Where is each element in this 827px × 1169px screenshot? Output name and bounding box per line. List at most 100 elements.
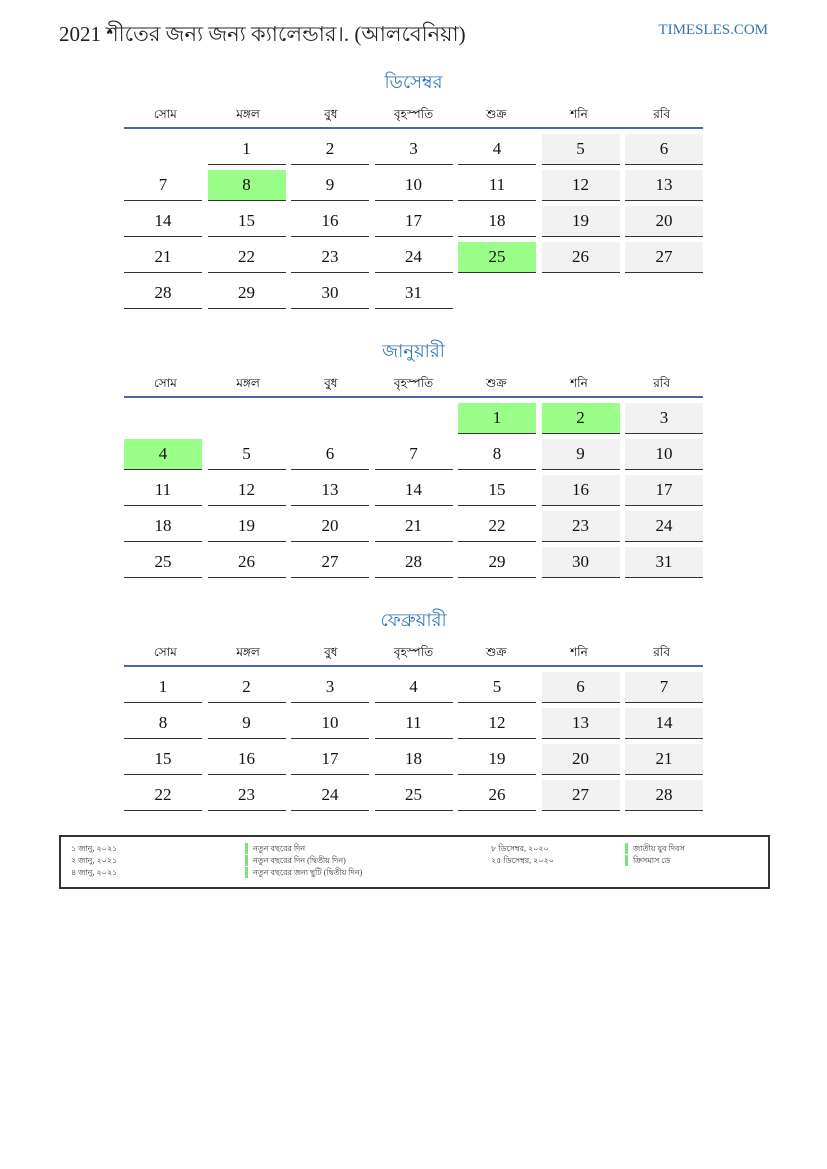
day-cell[interactable]: 26 xyxy=(207,547,286,578)
day-cell[interactable]: 3 xyxy=(374,134,453,165)
legend-marker xyxy=(625,855,628,866)
legend-marker xyxy=(245,855,248,866)
day-cell[interactable]: 24 xyxy=(374,242,453,273)
day-cell[interactable]: 13 xyxy=(625,170,703,201)
day-cell[interactable]: 30 xyxy=(541,547,620,578)
day-cell[interactable]: 12 xyxy=(541,170,620,201)
holiday-day-cell[interactable]: 1 xyxy=(458,403,536,434)
day-cell[interactable]: 25 xyxy=(374,780,453,811)
day-cell[interactable]: 20 xyxy=(541,744,620,775)
day-cell[interactable]: 9 xyxy=(541,439,620,470)
weekday-label: শনি xyxy=(570,645,588,659)
day-cell[interactable]: 25 xyxy=(124,547,202,578)
day-cell[interactable]: 8 xyxy=(458,439,536,470)
day-cell[interactable]: 7 xyxy=(625,672,703,703)
day-cell[interactable]: 28 xyxy=(625,780,703,811)
day-cell[interactable]: 28 xyxy=(374,547,453,578)
day-cell[interactable]: 17 xyxy=(291,744,369,775)
day-cell[interactable]: 22 xyxy=(124,780,202,811)
day-cell[interactable]: 2 xyxy=(207,672,286,703)
day-cell[interactable]: 15 xyxy=(458,475,536,506)
day-cell[interactable]: 17 xyxy=(374,206,453,237)
day-cell[interactable]: 10 xyxy=(625,439,703,470)
day-cell[interactable]: 31 xyxy=(374,278,453,309)
day-cell[interactable]: 10 xyxy=(374,170,453,201)
day-cell[interactable]: 16 xyxy=(291,206,369,237)
day-cell[interactable]: 12 xyxy=(207,475,286,506)
day-cell[interactable]: 3 xyxy=(625,403,703,434)
day-cell[interactable]: 9 xyxy=(207,708,286,739)
day-cell[interactable]: 30 xyxy=(291,278,369,309)
day-cell[interactable]: 1 xyxy=(124,672,202,703)
day-cell[interactable]: 14 xyxy=(374,475,453,506)
day-cell[interactable]: 21 xyxy=(124,242,202,273)
day-cell[interactable]: 29 xyxy=(207,278,286,309)
day-cell[interactable]: 14 xyxy=(124,206,202,237)
day-cell[interactable]: 17 xyxy=(625,475,703,506)
day-cell[interactable]: 15 xyxy=(207,206,286,237)
day-cell[interactable]: 19 xyxy=(541,206,620,237)
day-cell[interactable]: 28 xyxy=(124,278,202,309)
holiday-day-cell[interactable]: 4 xyxy=(124,439,202,470)
day-cell[interactable]: 11 xyxy=(458,170,536,201)
day-cell[interactable]: 20 xyxy=(291,511,369,542)
day-cell[interactable]: 23 xyxy=(541,511,620,542)
day-cell[interactable]: 26 xyxy=(458,780,536,811)
day-cell[interactable]: 24 xyxy=(625,511,703,542)
day-cell[interactable]: 10 xyxy=(291,708,369,739)
day-cell[interactable]: 9 xyxy=(291,170,369,201)
day-cell[interactable]: 6 xyxy=(291,439,369,470)
day-cell[interactable]: 18 xyxy=(458,206,536,237)
day-cell[interactable]: 6 xyxy=(625,134,703,165)
day-cell[interactable]: 19 xyxy=(207,511,286,542)
day-cell[interactable]: 21 xyxy=(625,744,703,775)
day-cell[interactable]: 27 xyxy=(541,780,620,811)
day-cell[interactable]: 1 xyxy=(207,134,286,165)
day-cell[interactable]: 26 xyxy=(541,242,620,273)
day-cell[interactable]: 29 xyxy=(458,547,536,578)
day-cell[interactable]: 15 xyxy=(124,744,202,775)
day-cell[interactable]: 4 xyxy=(458,134,536,165)
day-cell[interactable]: 23 xyxy=(291,242,369,273)
day-cell[interactable]: 3 xyxy=(291,672,369,703)
site-link[interactable]: TIMESLES.COM xyxy=(658,22,768,38)
empty-cell xyxy=(208,403,286,433)
day-cell[interactable]: 8 xyxy=(124,708,202,739)
day-cell[interactable]: 22 xyxy=(458,511,536,542)
day-cell[interactable]: 24 xyxy=(291,780,369,811)
holiday-day-cell[interactable]: 8 xyxy=(207,170,286,201)
holiday-day-cell[interactable]: 25 xyxy=(458,242,536,273)
day-cell[interactable]: 4 xyxy=(374,672,453,703)
day-cell[interactable]: 5 xyxy=(541,134,620,165)
day-cell[interactable]: 14 xyxy=(625,708,703,739)
day-cell[interactable]: 18 xyxy=(374,744,453,775)
day-cell[interactable]: 23 xyxy=(207,780,286,811)
day-cell[interactable]: 5 xyxy=(458,672,536,703)
day-cell[interactable]: 7 xyxy=(374,439,453,470)
day-cell[interactable]: 16 xyxy=(541,475,620,506)
day-cell[interactable]: 13 xyxy=(541,708,620,739)
day-cell[interactable]: 22 xyxy=(207,242,286,273)
day-cell[interactable]: 16 xyxy=(207,744,286,775)
weekday-header: সোম মঙ্গল বুধ বৃহস্পতি শুক্র শনি রবি xyxy=(124,639,703,667)
day-cell[interactable]: 11 xyxy=(124,475,202,506)
legend-date: ৪ জানু, ২০২১ xyxy=(71,868,118,877)
day-cell[interactable]: 7 xyxy=(124,170,202,201)
day-cell[interactable]: 27 xyxy=(625,242,703,273)
day-cell[interactable]: 11 xyxy=(374,708,453,739)
day-cell[interactable]: 19 xyxy=(458,744,536,775)
day-cell[interactable]: 27 xyxy=(291,547,369,578)
day-cell[interactable]: 20 xyxy=(625,206,703,237)
day-cell[interactable]: 6 xyxy=(541,672,620,703)
month-title: জানুয়ারী xyxy=(382,341,445,361)
day-cell[interactable]: 2 xyxy=(291,134,369,165)
day-cell[interactable]: 31 xyxy=(625,547,703,578)
month-title: ডিসেম্বর xyxy=(384,72,443,92)
day-cell[interactable]: 12 xyxy=(458,708,536,739)
day-cell[interactable]: 13 xyxy=(291,475,369,506)
weekday-label: বুধ xyxy=(324,107,338,121)
day-cell[interactable]: 5 xyxy=(207,439,286,470)
day-cell[interactable]: 18 xyxy=(124,511,202,542)
holiday-day-cell[interactable]: 2 xyxy=(541,403,620,434)
day-cell[interactable]: 21 xyxy=(374,511,453,542)
